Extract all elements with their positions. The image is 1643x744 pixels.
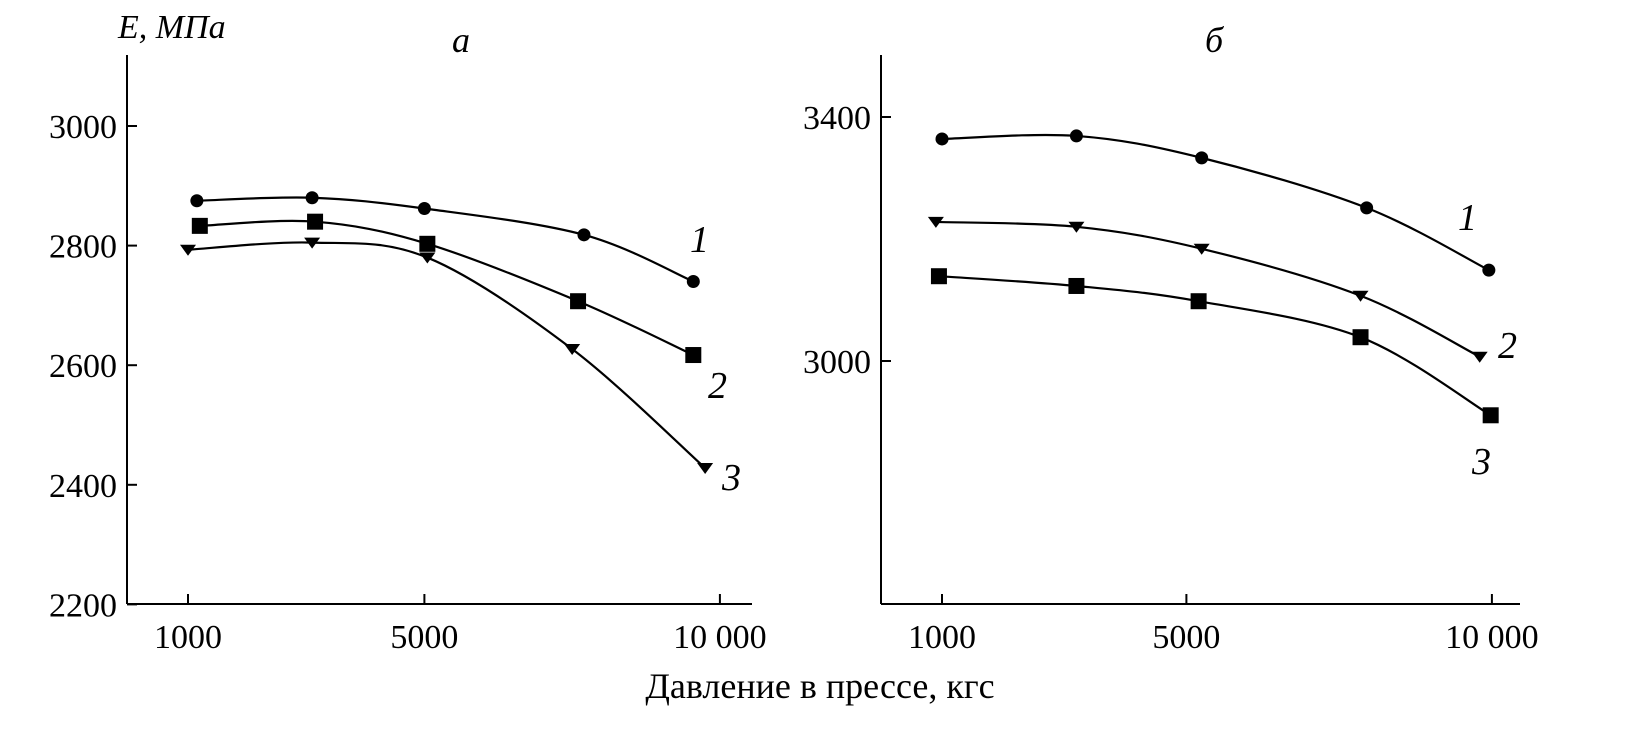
x-tick-label: 5000: [390, 619, 458, 656]
series-2: 2: [191, 213, 727, 407]
data-point-triangle: [419, 252, 436, 264]
series-2: 2: [927, 216, 1517, 367]
y-tick-label: 3000: [49, 109, 117, 146]
data-point-circle: [190, 194, 204, 208]
x-tick-label: 1000: [908, 619, 976, 656]
data-point-square: [307, 213, 324, 230]
series-line: [941, 133, 1490, 272]
panel-title-b: б: [1205, 20, 1225, 60]
y-tick-label: 2400: [49, 468, 117, 505]
y-tick-label: 3000: [803, 344, 871, 381]
data-point-square: [191, 217, 208, 234]
data-point-square: [570, 293, 587, 310]
panel-title-a: а: [452, 20, 470, 60]
data-point-square: [1482, 407, 1499, 424]
y-tick-label: 2600: [49, 348, 117, 385]
data-point-triangle: [927, 216, 944, 228]
data-point-circle: [1482, 263, 1496, 277]
panel-b: 3000 3400 1000 5000 10 000 1 2 3: [803, 55, 1539, 656]
data-point-circle: [305, 191, 319, 205]
y-axis-label: E, МПа: [117, 9, 226, 46]
series-3: 3: [930, 268, 1499, 483]
series-line: [187, 241, 706, 469]
y-tick-label: 2800: [49, 229, 117, 266]
y-tick-label: 3400: [803, 100, 871, 137]
data-point-circle: [417, 202, 431, 216]
series-1: 1: [935, 129, 1496, 277]
x-tick-label: 10 000: [1445, 619, 1539, 656]
data-point-circle: [1360, 201, 1374, 215]
series-line: [196, 196, 694, 283]
series-3: 3: [180, 237, 741, 499]
series-label: 1: [1458, 197, 1477, 239]
data-point-square: [1068, 277, 1085, 294]
series-label: 2: [708, 365, 727, 407]
series-label: 1: [690, 219, 709, 261]
x-tick-label: 5000: [1152, 619, 1220, 656]
panel-a: 2200 2400 2600 2800 3000 1000 5000 10 000 1 2 3: [49, 55, 767, 656]
data-point-triangle: [564, 344, 581, 356]
series-line: [938, 275, 1492, 417]
series-1: 1: [190, 191, 709, 288]
data-point-triangle: [1193, 243, 1210, 255]
data-point-square: [1352, 329, 1369, 346]
series-label: 3: [1471, 441, 1491, 483]
data-point-triangle: [304, 237, 321, 249]
series-label: 2: [1498, 325, 1517, 367]
data-point-square: [685, 347, 702, 364]
x-tick-label: 1000: [154, 619, 222, 656]
data-point-square: [1190, 293, 1207, 310]
series-label: 3: [721, 457, 741, 499]
data-point-square: [930, 268, 947, 285]
y-tick-label: 2200: [49, 587, 117, 624]
data-point-circle: [1069, 129, 1083, 143]
data-point-circle: [935, 132, 949, 146]
series-line: [935, 220, 1481, 358]
data-point-circle: [577, 228, 591, 242]
data-point-triangle: [1471, 351, 1488, 363]
data-point-triangle: [1352, 290, 1369, 302]
data-point-circle: [1195, 151, 1209, 165]
x-tick-label: 10 000: [673, 619, 767, 656]
series-line: [199, 219, 694, 357]
data-point-triangle: [1068, 221, 1085, 233]
data-point-square: [419, 235, 436, 252]
x-axis-label: Давление в прессе, кгс: [645, 666, 994, 706]
data-point-triangle: [697, 463, 714, 475]
data-point-triangle: [180, 244, 196, 256]
data-point-circle: [686, 274, 700, 288]
